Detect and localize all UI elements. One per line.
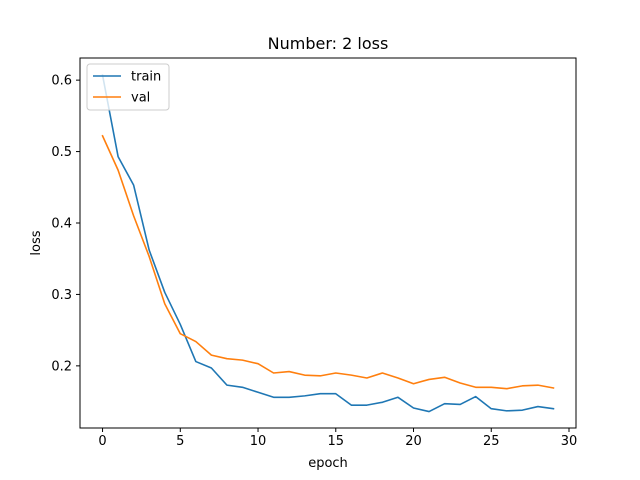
y-tick-label: 0.4	[51, 217, 72, 232]
legend-label-val: val	[131, 91, 150, 106]
x-tick-label: 5	[176, 434, 184, 449]
y-tick-label: 0.3	[51, 288, 72, 303]
y-tick-label: 0.6	[51, 74, 72, 89]
x-tick-label: 15	[328, 434, 345, 449]
series-line-train	[101, 74, 555, 413]
x-axis-label: epoch	[308, 456, 348, 471]
plot-frame	[79, 57, 577, 429]
x-tick-label: 30	[561, 434, 578, 449]
chart-title: Number: 2 loss	[268, 34, 389, 53]
legend: train val	[86, 63, 170, 111]
y-tick-label: 0.5	[51, 145, 72, 160]
legend-label-train: train	[131, 70, 161, 85]
x-tick-label: 10	[250, 434, 267, 449]
x-tick-label: 25	[483, 434, 500, 449]
y-axis-label: loss	[29, 230, 44, 255]
series-line-val	[101, 134, 555, 390]
x-tick-label: 20	[405, 434, 422, 449]
x-tick-label: 0	[98, 434, 106, 449]
y-tick-label: 0.2	[51, 359, 72, 374]
